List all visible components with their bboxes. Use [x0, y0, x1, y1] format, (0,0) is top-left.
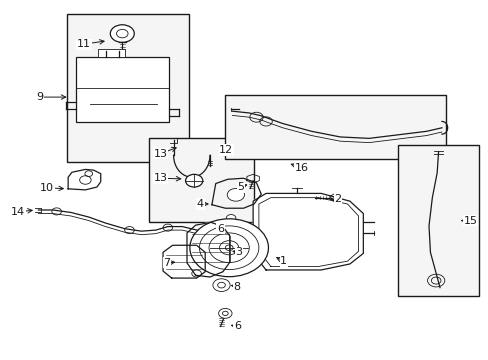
Polygon shape [253, 193, 363, 270]
Circle shape [227, 189, 244, 201]
Circle shape [189, 219, 268, 277]
Text: 9: 9 [36, 92, 43, 102]
Text: 5: 5 [237, 182, 244, 192]
Text: 1: 1 [280, 256, 287, 266]
Text: 2: 2 [334, 194, 341, 204]
Polygon shape [186, 222, 230, 277]
Bar [225, 95, 445, 159]
Bar [67, 14, 189, 162]
Bar [76, 57, 169, 122]
Text: 3: 3 [235, 247, 242, 257]
Circle shape [212, 279, 230, 292]
Text: 13: 13 [153, 173, 167, 183]
Text: 7: 7 [163, 258, 170, 268]
Text: 6: 6 [233, 321, 240, 332]
Polygon shape [163, 245, 205, 278]
Text: 6: 6 [217, 224, 224, 234]
Text: 4: 4 [197, 199, 203, 209]
Text: 10: 10 [40, 183, 54, 193]
Circle shape [110, 25, 134, 42]
Circle shape [80, 176, 91, 184]
Text: 14: 14 [11, 207, 25, 217]
Text: 8: 8 [233, 282, 241, 292]
Text: 12: 12 [219, 145, 233, 155]
Circle shape [218, 309, 232, 318]
Text: 13: 13 [153, 149, 167, 158]
Bar [98, 49, 124, 57]
Circle shape [185, 174, 203, 187]
Text: 15: 15 [463, 216, 477, 226]
Bar [397, 145, 478, 296]
Bar [148, 138, 254, 222]
Text: 11: 11 [77, 39, 91, 49]
Circle shape [226, 215, 235, 222]
Text: 16: 16 [294, 163, 308, 173]
